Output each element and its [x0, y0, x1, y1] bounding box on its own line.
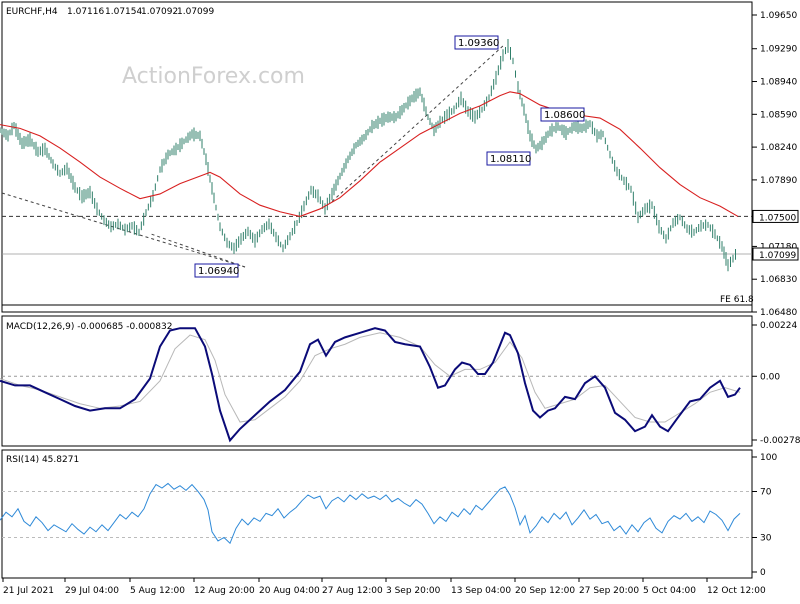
price-ytick-label: 1.06480 — [760, 308, 797, 318]
level-label-1-075: 1.07500 — [759, 213, 796, 223]
fe-label: FE 61.8 — [720, 295, 754, 305]
x-axis-label: 5 Oct 04:00 — [643, 586, 696, 596]
x-axis-label: 3 Sep 20:00 — [386, 586, 441, 596]
price-bars — [0, 38, 736, 272]
ohlc-value-2: 1.07092 — [141, 7, 178, 17]
trendline-lower — [1, 192, 246, 268]
price-ytick-label: 1.07890 — [760, 176, 797, 186]
macd-panel-frame — [1, 315, 753, 447]
macd-line — [0, 327, 741, 443]
last-price-box — [752, 247, 799, 261]
ohlc-value-0: 1.07116 — [67, 7, 104, 17]
price-ytick-label: 1.08940 — [760, 78, 797, 88]
symbol-title: EURCHF,H4 — [6, 7, 58, 17]
annotation-label-2: 1.08110 — [490, 154, 531, 165]
macd-ytick-label: 0.00 — [760, 372, 780, 382]
watermark: ActionForex.com — [122, 64, 305, 89]
annotation-label-0: 1.09360 — [458, 38, 499, 49]
price-ytick-label: 1.09290 — [760, 45, 797, 55]
macd-ytick-label: 0.00224 — [760, 321, 797, 331]
price-ytick-label: 1.08590 — [760, 110, 797, 120]
rsi-title: RSI(14) 45.8271 — [6, 455, 79, 465]
rsi-ytick-label: 70 — [760, 488, 772, 498]
rsi-line — [0, 482, 741, 545]
x-axis-label: 13 Sep 04:00 — [451, 586, 511, 596]
price-panel-frame — [1, 1, 753, 313]
rsi-ytick-label: 30 — [760, 534, 772, 544]
annotation-box-2 — [486, 151, 531, 166]
last-price-label: 1.07099 — [759, 251, 796, 261]
price-ytick-label: 1.07180 — [760, 242, 797, 252]
price-ytick-label: 1.06830 — [760, 275, 797, 285]
x-axis-label: 12 Aug 20:00 — [194, 586, 255, 596]
x-axis-label: 27 Sep 20:00 — [579, 586, 639, 596]
x-axis-label: 21 Jul 2021 — [3, 586, 54, 596]
macd-ytick-label: -0.002785 — [760, 436, 800, 446]
rsi-ytick-label: 100 — [760, 453, 777, 463]
ohlc-value-3: 1.07099 — [177, 7, 214, 17]
ohlc-value-1: 1.07154 — [105, 7, 142, 17]
macd-title: MACD(12,26,9) -0.000685 -0.000832 — [6, 322, 172, 332]
annotation-label-3: 1.06940 — [198, 266, 239, 277]
x-axis-label: 12 Oct 12:00 — [707, 586, 766, 596]
x-axis-label: 20 Sep 12:00 — [515, 586, 575, 596]
rsi-ytick-label: 0 — [760, 568, 766, 578]
x-axis-label: 29 Jul 04:00 — [65, 586, 119, 596]
annotation-box-0 — [454, 35, 499, 50]
x-axis-label: 5 Aug 12:00 — [130, 586, 185, 596]
price-ytick-label: 1.09650 — [760, 11, 797, 21]
annotation-box-3 — [194, 263, 239, 278]
price-ytick-label: 1.08240 — [760, 143, 797, 153]
x-axis-label: 27 Aug 12:00 — [322, 586, 383, 596]
trendline-swing-1 — [148, 232, 246, 268]
annotation-box-1 — [540, 107, 585, 122]
trendline-upper — [331, 45, 504, 202]
rsi-panel-frame — [1, 449, 753, 579]
x-axis-label: 20 Aug 04:00 — [259, 586, 320, 596]
annotation-label-1: 1.08600 — [544, 110, 585, 121]
level-box-1-075 — [752, 209, 799, 223]
moving-average-line — [0, 91, 739, 218]
